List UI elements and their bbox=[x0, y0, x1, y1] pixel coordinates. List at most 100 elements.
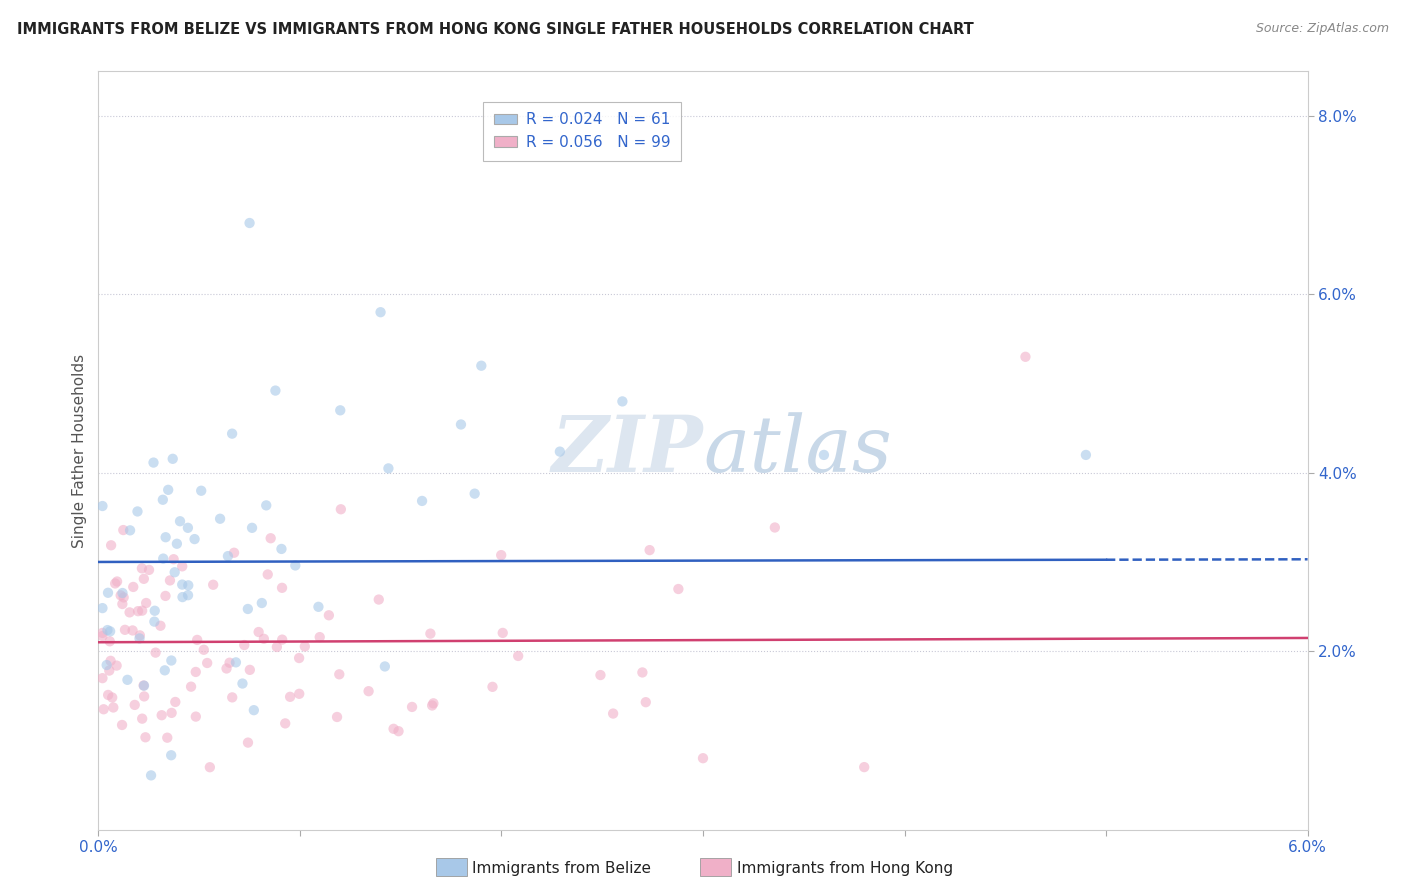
Point bbox=[589, 668, 612, 682]
Point bbox=[91, 499, 114, 513]
Point bbox=[100, 654, 122, 668]
Text: ZIP: ZIP bbox=[551, 412, 703, 489]
Point bbox=[98, 634, 121, 648]
Point bbox=[183, 532, 205, 546]
Point bbox=[110, 588, 132, 602]
Point bbox=[307, 599, 329, 614]
Point bbox=[91, 601, 114, 615]
Point bbox=[377, 461, 399, 475]
Point bbox=[357, 684, 380, 698]
Point bbox=[150, 708, 173, 723]
Point bbox=[221, 426, 243, 441]
Point bbox=[634, 695, 657, 709]
Point bbox=[329, 403, 352, 417]
Point bbox=[1074, 448, 1097, 462]
Point bbox=[387, 724, 409, 739]
Point bbox=[217, 549, 239, 563]
Point bbox=[132, 572, 155, 586]
Point bbox=[162, 451, 184, 466]
Point bbox=[233, 638, 256, 652]
Point bbox=[236, 736, 259, 750]
Point bbox=[218, 656, 240, 670]
Point bbox=[128, 632, 150, 646]
Text: Immigrants from Belize: Immigrants from Belize bbox=[472, 862, 651, 876]
Point bbox=[177, 521, 200, 535]
Point bbox=[153, 664, 176, 678]
Point bbox=[177, 578, 200, 592]
Point bbox=[202, 578, 225, 592]
Point bbox=[382, 722, 405, 736]
Point bbox=[247, 625, 270, 640]
Point bbox=[143, 604, 166, 618]
Point bbox=[422, 696, 444, 710]
Point bbox=[250, 596, 273, 610]
Point bbox=[152, 492, 174, 507]
Point bbox=[270, 541, 292, 556]
Point bbox=[101, 690, 124, 705]
Point bbox=[240, 521, 263, 535]
Point bbox=[127, 604, 149, 618]
Point bbox=[225, 656, 247, 670]
Point bbox=[198, 760, 221, 774]
Point bbox=[236, 602, 259, 616]
Point bbox=[112, 591, 135, 605]
Point bbox=[142, 456, 165, 470]
Point bbox=[450, 417, 472, 432]
Point bbox=[209, 512, 232, 526]
Point bbox=[156, 731, 179, 745]
Text: Source: ZipAtlas.com: Source: ZipAtlas.com bbox=[1256, 22, 1389, 36]
Point bbox=[112, 523, 135, 537]
Point bbox=[114, 623, 136, 637]
Point bbox=[145, 646, 167, 660]
Point bbox=[104, 576, 127, 591]
Point bbox=[231, 676, 253, 690]
Point bbox=[132, 679, 155, 693]
Point bbox=[367, 592, 389, 607]
Point bbox=[149, 619, 172, 633]
Y-axis label: Single Father Households: Single Father Households bbox=[72, 353, 87, 548]
Point bbox=[548, 444, 571, 458]
Point bbox=[143, 615, 166, 629]
Point bbox=[271, 581, 294, 595]
Point bbox=[374, 659, 396, 673]
Point bbox=[602, 706, 624, 721]
Point bbox=[411, 494, 433, 508]
Point bbox=[260, 531, 283, 545]
Point bbox=[157, 483, 180, 497]
Point bbox=[96, 658, 118, 673]
Point bbox=[638, 543, 661, 558]
Point bbox=[138, 563, 160, 577]
Point bbox=[419, 626, 441, 640]
Point bbox=[131, 561, 153, 575]
Point bbox=[666, 582, 689, 596]
Point bbox=[221, 690, 243, 705]
Point bbox=[326, 710, 349, 724]
Point bbox=[97, 688, 120, 702]
Point bbox=[284, 558, 307, 573]
Point bbox=[243, 703, 266, 717]
Point bbox=[1014, 350, 1036, 364]
Point bbox=[481, 680, 503, 694]
Point bbox=[98, 664, 121, 678]
Point bbox=[492, 626, 515, 640]
Point bbox=[160, 706, 183, 720]
Point bbox=[328, 667, 350, 681]
Point bbox=[254, 499, 277, 513]
Point bbox=[172, 577, 194, 591]
Point bbox=[118, 606, 141, 620]
Point bbox=[155, 530, 177, 544]
Point bbox=[165, 695, 187, 709]
Point bbox=[98, 624, 121, 639]
Point bbox=[111, 718, 134, 732]
Point bbox=[215, 661, 238, 675]
Point bbox=[489, 548, 512, 562]
Point bbox=[124, 698, 146, 712]
Point bbox=[117, 673, 139, 687]
Point bbox=[169, 514, 191, 528]
Point bbox=[692, 751, 714, 765]
Point bbox=[274, 716, 297, 731]
Point bbox=[100, 538, 122, 552]
Point bbox=[111, 586, 134, 600]
Point bbox=[132, 678, 155, 692]
Point bbox=[172, 590, 194, 604]
